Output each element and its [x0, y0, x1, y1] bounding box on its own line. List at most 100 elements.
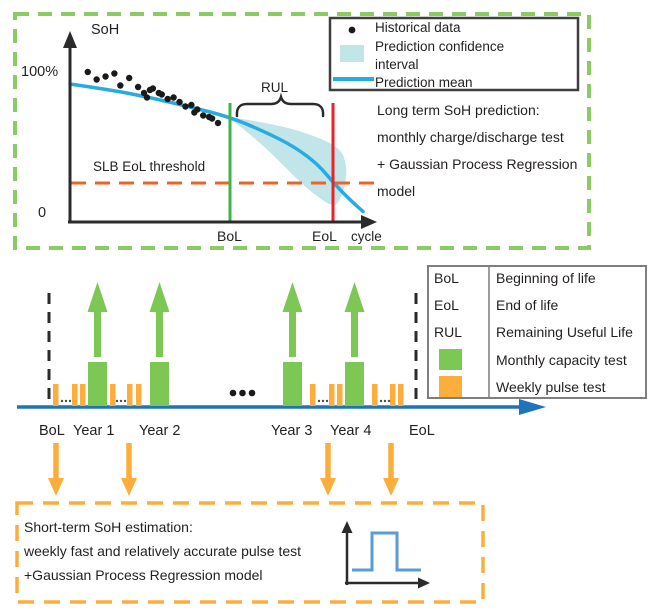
historical-data-point — [93, 76, 100, 83]
legend-item-historical: Historical data — [375, 20, 461, 35]
up-arrow-icon — [87, 282, 108, 357]
down-arrow-icon — [320, 443, 336, 496]
weekly-pulse-bar — [310, 384, 316, 406]
weekly-pulse-bar — [136, 384, 142, 406]
historical-data-point — [170, 94, 177, 101]
legend-dot-marker-icon — [348, 26, 356, 34]
historical-data-point — [84, 68, 91, 76]
pulse-waveform-icon — [341, 521, 430, 589]
down-arrow-icon — [383, 443, 399, 496]
prediction-mean-curve — [68, 82, 365, 214]
long-term-note-line-1: Long term SoH prediction: — [377, 102, 540, 118]
historical-data-point — [111, 70, 118, 77]
small-ellipsis-dot — [115, 399, 119, 403]
timeline-label-year3: Year 3 — [271, 423, 313, 439]
abbr-rul: RUL — [434, 324, 463, 340]
small-ellipsis-dot — [119, 399, 123, 403]
weekly-pulse-bar — [390, 384, 396, 406]
small-ellipsis-dot — [68, 399, 72, 403]
historical-data-point — [134, 83, 142, 91]
y-tick-100: 100% — [21, 64, 59, 80]
threshold-label: SLB EoL threshold — [93, 159, 206, 174]
legend-item-mean: Prediction mean — [375, 75, 473, 90]
short-term-note-line-3: +Gaussian Process Regression model — [24, 567, 263, 583]
historical-data-point — [158, 91, 165, 98]
monthly-capacity-bar — [150, 362, 169, 406]
monthly-capacity-bar — [283, 362, 302, 406]
small-ellipsis-dot — [60, 399, 64, 403]
historical-data-point — [164, 95, 171, 103]
historical-data-point — [200, 112, 207, 119]
weekly-pulse-bar — [110, 384, 116, 406]
weekly-pulse-bar — [337, 384, 343, 406]
x-axis-arrow-icon — [361, 215, 377, 229]
legend-item-confidence: Prediction confidence — [375, 39, 505, 54]
down-flow-arrows — [48, 443, 399, 496]
rul-label: RUL — [261, 80, 289, 95]
weekly-pulse-bar — [127, 384, 133, 406]
historical-data-point — [143, 94, 151, 101]
timeline-ellipsis-dot — [229, 389, 237, 397]
weekly-pulse-bar — [80, 384, 86, 406]
cycle-axis-label: cycle — [351, 229, 382, 244]
y-tick-0: 0 — [38, 205, 47, 221]
historical-data-point — [140, 89, 148, 97]
small-ellipsis-dot — [64, 399, 68, 403]
chart-eol-label: EoL — [312, 228, 337, 244]
weekly-pulse-swatch-icon — [439, 376, 462, 397]
abbr-rul-desc: Remaining Useful Life — [496, 324, 633, 340]
short-term-note-line-2: weekly fast and relatively accurate puls… — [24, 543, 302, 559]
up-arrow-icon — [149, 282, 170, 357]
legend-band-swatch-icon — [340, 45, 364, 62]
monthly-capacity-swatch-icon — [439, 349, 462, 370]
soh-axis-label: SoH — [91, 22, 120, 38]
y-axis-arrow-icon — [63, 31, 77, 48]
up-arrow-icon — [282, 282, 303, 357]
small-ellipsis-dot — [387, 399, 391, 403]
historical-data-point — [214, 119, 222, 127]
timeline-label-bol: BoL — [39, 423, 65, 439]
long-term-note-line-3: + Gaussian Process Regression — [377, 156, 578, 172]
abbr-bol: BoL — [434, 270, 459, 286]
timeline-label-year2: Year 2 — [139, 423, 181, 439]
up-arrow-icon — [344, 282, 365, 357]
timeline-ellipsis-dot — [248, 389, 256, 397]
monthly-capacity-bar — [345, 362, 364, 406]
monthly-test-desc: Monthly capacity test — [496, 352, 627, 368]
weekly-pulse-bar — [72, 384, 78, 406]
short-term-panel-border — [15, 501, 485, 604]
timeline-ellipsis-dot — [239, 389, 246, 397]
weekly-pulse-bar — [398, 384, 404, 406]
rul-brace — [235, 92, 325, 118]
small-ellipsis-dot — [379, 399, 383, 403]
prediction-confidence-band — [229, 117, 347, 206]
small-ellipsis-dot — [123, 399, 127, 403]
abbr-bol-desc: Beginning of life — [496, 270, 596, 286]
historical-data-point — [102, 73, 109, 80]
timeline-label-eol: EoL — [409, 423, 435, 439]
abbreviation-legend-box — [427, 265, 647, 399]
down-arrow-icon — [48, 443, 64, 496]
small-ellipsis-dot — [325, 399, 329, 403]
chart-bol-label: BoL — [217, 228, 242, 244]
historical-data-point — [126, 74, 133, 82]
historical-data-point — [194, 106, 201, 113]
timeline-arrow-icon — [519, 399, 546, 415]
down-arrow-icon — [121, 443, 137, 496]
historical-data-point — [188, 101, 195, 109]
weekly-pulse-bar — [329, 384, 335, 406]
monthly-capacity-bar — [88, 362, 107, 406]
legend-item-confidence-2: interval — [375, 57, 419, 72]
weekly-pulse-bar — [53, 384, 59, 406]
small-ellipsis-dot — [321, 399, 325, 403]
long-term-note-line-2: monthly charge/discharge test — [377, 129, 564, 145]
historical-data-points — [84, 68, 222, 127]
long-term-note-line-4: model — [377, 183, 416, 199]
timeline-label-year1: Year 1 — [73, 423, 115, 439]
abbr-eol-desc: End of life — [496, 297, 559, 313]
abbr-eol: EoL — [434, 297, 459, 313]
small-ellipsis-dot — [383, 399, 387, 403]
historical-data-point — [176, 98, 183, 106]
